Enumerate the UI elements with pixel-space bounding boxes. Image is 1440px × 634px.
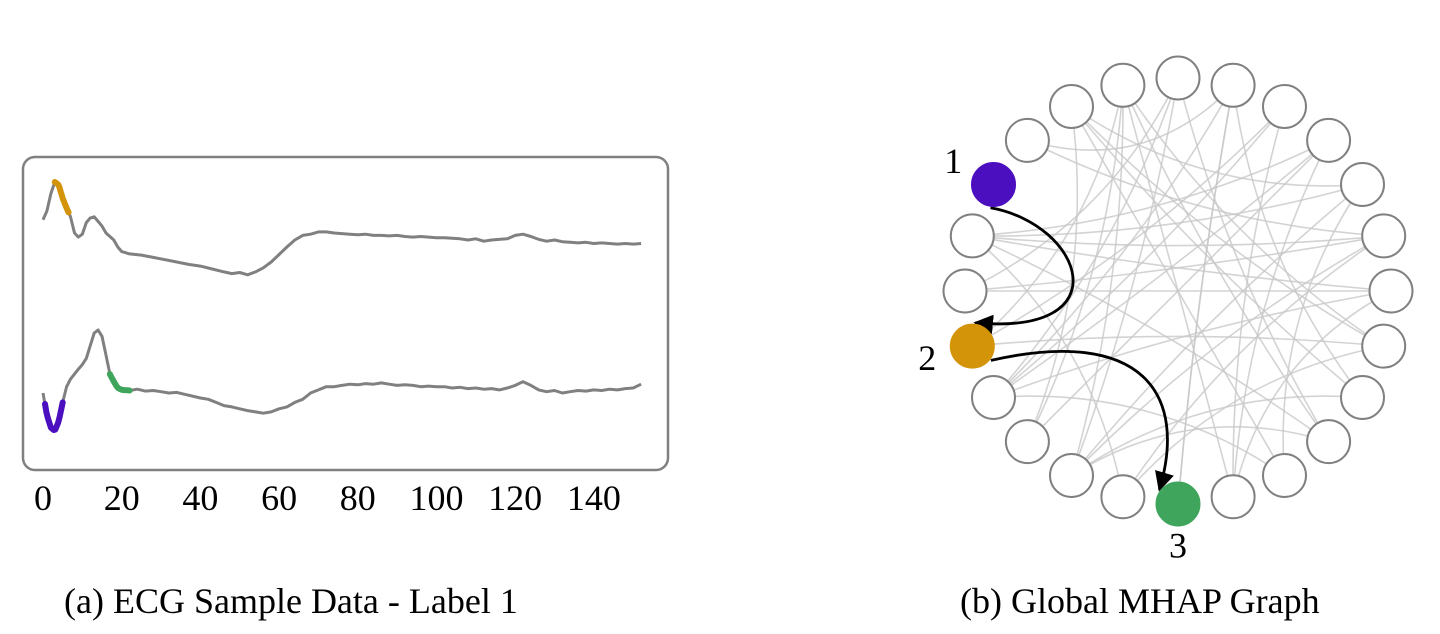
ecg-highlight-segment-2-2 [106, 371, 133, 394]
graph-node [1210, 62, 1256, 108]
graph-edge [993, 395, 1285, 477]
graph-node-labels: 3 2 1 [918, 141, 1187, 565]
graph-edge [971, 235, 1330, 443]
graph-node [1262, 453, 1307, 498]
graph-edge [1122, 84, 1385, 347]
graph-edge [964, 235, 1384, 292]
ecg-series-line-2 [41, 328, 642, 433]
graph-node [1262, 84, 1307, 129]
graph-node [1049, 453, 1094, 498]
graph-node-label-2: 2 [918, 338, 936, 378]
graph-node-3 [1155, 481, 1201, 527]
graph-edge [1122, 235, 1385, 498]
graph-node [1100, 62, 1146, 108]
graph-node [1100, 474, 1146, 520]
x-tick-label: 0 [34, 478, 52, 518]
graph-edge [972, 235, 1392, 292]
graph-edge [1122, 84, 1330, 443]
graph-node [1210, 474, 1256, 520]
graph-node [1004, 117, 1050, 163]
graph-node [1004, 419, 1050, 465]
graph-edge [993, 139, 1330, 399]
graph-edge [992, 77, 1179, 399]
mhap-graph-panel: 3 2 1 [918, 55, 1414, 566]
graph-node [1306, 419, 1352, 465]
graph-edge [1070, 235, 1385, 477]
x-tick-label: 100 [409, 478, 463, 518]
x-tick-label: 40 [182, 478, 218, 518]
highlighted-edges [973, 206, 1174, 492]
ecg-series-group [41, 180, 642, 433]
caption-a: (a) ECG Sample Data - Label 1 [64, 581, 518, 621]
highlighted-edge-2-3 [990, 350, 1174, 492]
x-tick-label: 120 [488, 478, 542, 518]
graph-node [1368, 268, 1414, 314]
graph-node [1361, 323, 1407, 369]
graph-edge [971, 235, 1124, 497]
graph-edge [1071, 425, 1329, 477]
graph-edge [1232, 106, 1286, 497]
graph-node [1049, 84, 1094, 129]
background-edges [964, 77, 1392, 505]
graph-edge [1232, 85, 1364, 398]
graph-edge [971, 105, 1286, 347]
graph-edge [972, 235, 1384, 247]
graph-edge [1122, 345, 1384, 498]
graph-node [942, 268, 988, 314]
ecg-highlight-segment-1-1 [51, 179, 72, 216]
graph-node [1306, 117, 1352, 163]
x-tick-label: 80 [340, 478, 376, 518]
graph-nodes [942, 55, 1414, 527]
x-tick-label: 20 [104, 478, 140, 518]
graph-edge [992, 105, 1286, 399]
graph-edge [1232, 290, 1392, 497]
ecg-highlight-segment-2-1 [42, 399, 66, 433]
graph-node [971, 375, 1016, 420]
graph-node-1 [971, 162, 1016, 207]
graph-edge [1282, 184, 1364, 476]
graph-node-label-3: 3 [1169, 526, 1187, 566]
highlighted-edge-1-2 [973, 206, 1075, 335]
graph-node-2 [949, 323, 995, 369]
x-tick-label: 140 [567, 478, 621, 518]
graph-node [1155, 55, 1201, 101]
caption-b: (b) Global MHAP Graph [960, 581, 1320, 621]
graph-node [949, 213, 995, 259]
graph-edge [992, 84, 1234, 399]
graph-edge [1177, 77, 1330, 443]
ecg-plot-frame [21, 155, 670, 472]
graph-edge [971, 85, 1124, 347]
ecg-series-line-1 [41, 180, 642, 277]
graph-edge [964, 77, 1179, 292]
graph-edge [1070, 85, 1124, 476]
graph-node [1361, 213, 1407, 259]
graph-node-label-1: 1 [944, 141, 962, 181]
ecg-panel: 0 20 40 60 80 100 120 140 [21, 155, 670, 518]
graph-node [1340, 162, 1385, 207]
graph-edge [1177, 85, 1234, 505]
x-axis-ticks: 0 20 40 60 80 100 120 140 [34, 478, 621, 518]
graph-edge [1070, 183, 1364, 477]
graph-edge [1070, 105, 1385, 347]
graph-edge [972, 335, 1384, 347]
ecg-highlight-group [42, 179, 133, 433]
graph-edge [1027, 139, 1384, 237]
graph-edge [972, 183, 1363, 237]
graph-edge [1071, 105, 1363, 187]
graph-node [1340, 375, 1385, 420]
x-tick-label: 60 [261, 478, 297, 518]
